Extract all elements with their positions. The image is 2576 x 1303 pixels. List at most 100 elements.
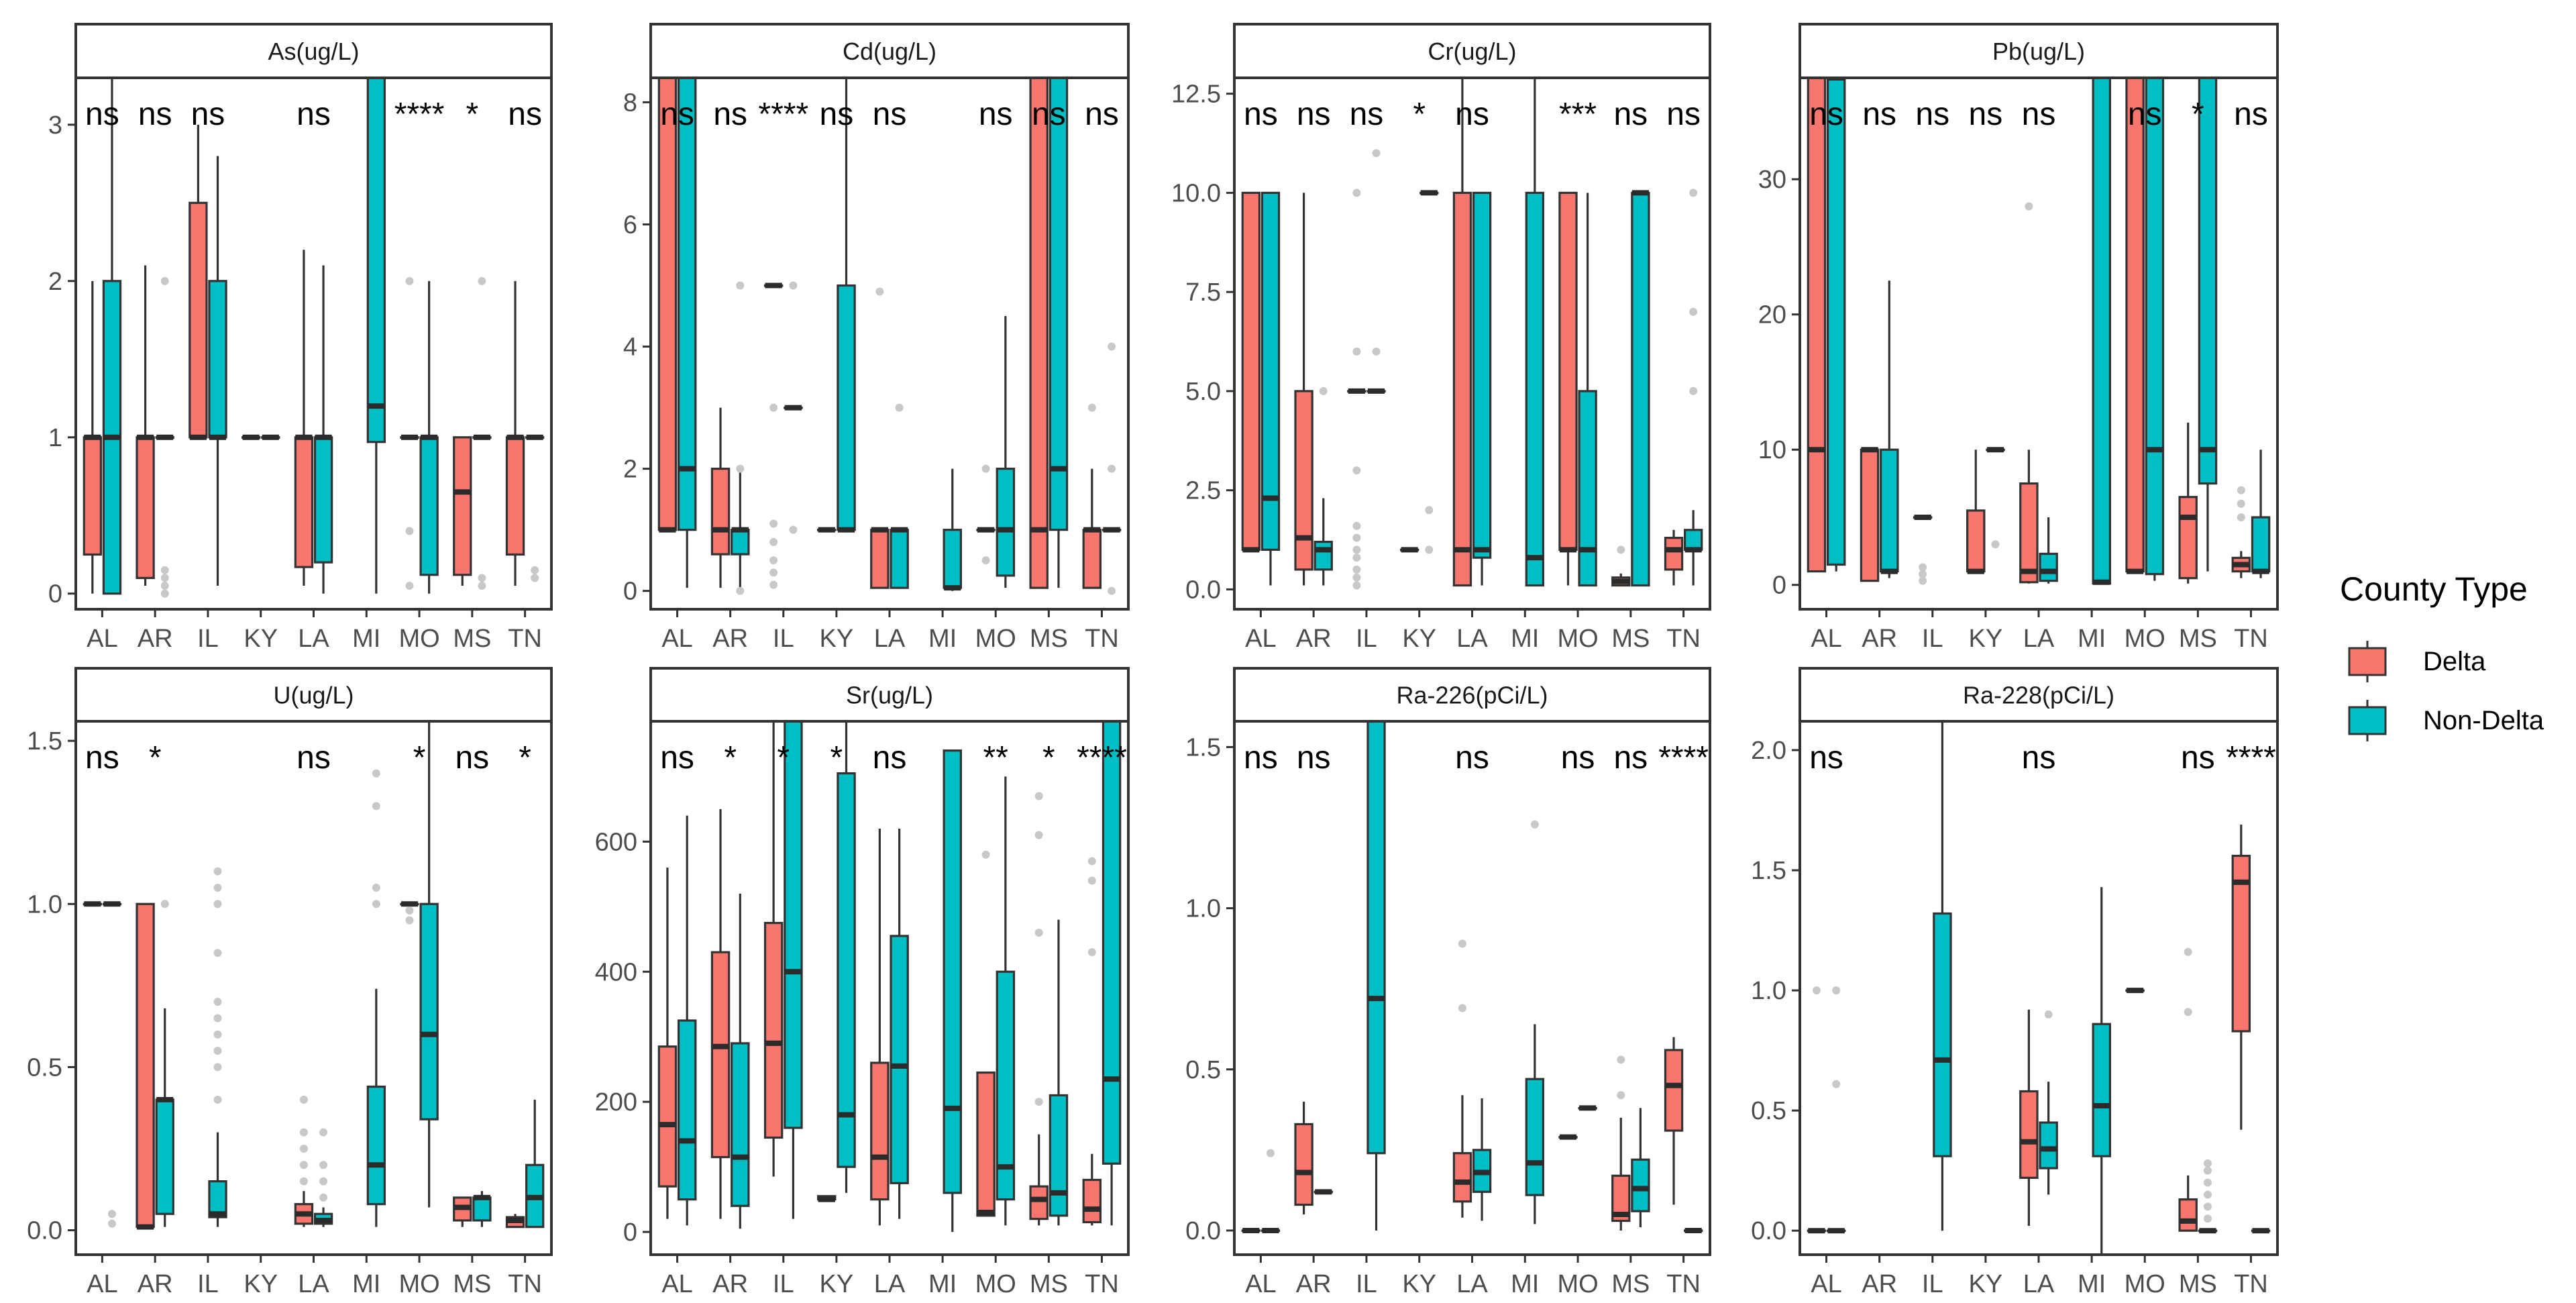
box-il-delta-outlier [769, 537, 778, 546]
box-tn-delta-outlier [2237, 513, 2245, 521]
panel-cr-ug-l: Cr(ug/L) 0.0 2.5 5.0 7.5 10.0 12.5 AL AR IL KY LA MI… [1171, 23, 1711, 653]
y-tick-label: 1.0 [1751, 977, 1786, 1005]
box-tn-non-delta [1102, 721, 1122, 1165]
box-tn-delta [2231, 854, 2251, 1033]
y-tick-label: 0.0 [27, 1217, 62, 1245]
box-mi-non-delta-outlier [1530, 820, 1539, 829]
box-il-non-delta [1933, 912, 1952, 1157]
x-tick-label-mi: MI [352, 625, 380, 653]
x-tick-label-la: LA [1456, 625, 1488, 653]
box-ar-non-delta-outlier [736, 586, 745, 595]
box-ms-non-delta [472, 1196, 492, 1222]
box-il-non-delta-outlier [213, 998, 222, 1006]
y-tick-label: 600 [595, 828, 637, 856]
strip-title: As(ug/L) [268, 38, 359, 65]
legend: County Type Delta Non-Delta [2340, 570, 2544, 743]
boxes-cd-ug-l [657, 78, 1122, 595]
box-la-delta [1452, 191, 1472, 587]
box-ms-delta [2178, 1198, 2198, 1232]
box-mo-delta-outlier [981, 556, 990, 565]
strip-title: Ra-228(pCi/L) [1963, 682, 2114, 709]
box-ar-non-delta-outlier [1319, 386, 1328, 395]
box-il-non-delta-outlier [789, 281, 798, 290]
box-la-non-delta-outlier [319, 1177, 328, 1186]
box-ms-non-delta [1631, 1158, 1650, 1212]
box-la-delta [870, 529, 890, 589]
box-ms-non-delta-outlier [478, 574, 486, 582]
x-tick-label-mi: MI [928, 625, 957, 653]
x-tick-label-ms: MS [1611, 625, 1650, 653]
significance-label-la: ns [2022, 97, 2056, 132]
box-il-delta-outlier [769, 568, 778, 577]
y-tick-label: 0 [623, 578, 637, 606]
panel-border-as-ug-l [74, 76, 553, 611]
x-tick-label-mo: MO [398, 1270, 439, 1298]
significance-label-ky: * [830, 740, 843, 776]
box-mo-delta-outlier [405, 527, 414, 535]
panel-ra-228-pci-l: Ra-228(pCi/L) 0.0 0.5 1.0 1.5 2.0 AL AR IL KY LA MI… [1751, 667, 2279, 1298]
strip-title: Pb(ug/L) [1992, 38, 2085, 65]
x-tick-label-ky: KY [1969, 625, 2003, 653]
x-tick-label-ms: MS [1030, 1270, 1068, 1298]
x-tick-label-mi: MI [1511, 1270, 1539, 1298]
box-il-non-delta-outlier [213, 867, 222, 876]
x-tick-label-tn: TN [508, 1270, 542, 1298]
significance-label-tn: ns [1666, 97, 1701, 132]
x-tick-label-la: LA [874, 625, 906, 653]
x-tick-label-il: IL [773, 1270, 794, 1298]
box-tn-non-delta [1684, 529, 1703, 551]
x-tick-label-ar: AR [138, 625, 173, 653]
significance-label-al: ns [85, 740, 119, 776]
y-tick-label: 1.0 [1185, 895, 1221, 923]
significance-label-ar: ns [1297, 740, 1331, 776]
box-il-delta [189, 201, 208, 439]
x-tick-label-ky: KY [820, 625, 854, 653]
x-tick-label-ar: AR [1862, 625, 1897, 653]
x-tick-label-mi: MI [352, 1270, 380, 1298]
box-tn-delta-outlier [1087, 876, 1096, 885]
box-il-delta [763, 921, 784, 1139]
box-tn-non-delta-outlier [1108, 464, 1116, 473]
significance-label-la: ns [297, 97, 331, 132]
y-tick-label: 2 [623, 456, 637, 484]
y-tick-label: 1 [48, 424, 62, 452]
x-tick-label-al: AL [1245, 1270, 1276, 1298]
box-tn-delta-outlier [2237, 486, 2245, 494]
x-tick-label-tn: TN [1666, 625, 1701, 653]
x-tick-label-ms: MS [2179, 1270, 2217, 1298]
x-tick-label-ms: MS [453, 1270, 491, 1298]
box-tn-non-delta-outlier [1689, 307, 1698, 316]
box-il-non-delta-outlier [213, 883, 222, 892]
box-ms-delta [1029, 78, 1049, 589]
box-ms-non-delta [1049, 78, 1069, 531]
x-tick-label-mo: MO [398, 625, 439, 653]
y-tick-label: 8 [623, 89, 637, 117]
box-la-delta-outlier [299, 1128, 308, 1137]
significance-label-tn: * [519, 740, 531, 776]
significance-label-ms: ns [1613, 97, 1648, 132]
y-tick-label: 2 [48, 268, 62, 296]
box-la-delta-outlier [1458, 1004, 1466, 1012]
box-la-delta-outlier [875, 287, 884, 296]
y-tick-label: 0.0 [1751, 1217, 1786, 1245]
significance-label-ky: * [1413, 97, 1426, 132]
box-tn-delta-outlier [1087, 948, 1096, 957]
y-tick-label: 10 [1758, 436, 1786, 464]
box-ms-delta-outlier [1617, 1055, 1625, 1064]
significance-label-il: ns [1915, 97, 1949, 132]
significance-label-la: ns [1455, 97, 1489, 132]
box-ar-non-delta-outlier [160, 900, 169, 908]
x-tick-label-al: AL [1245, 625, 1276, 653]
box-ms-delta-outlier [1034, 831, 1043, 839]
box-al-delta [1807, 78, 1827, 573]
box-ms-non-delta-outlier [2203, 1190, 2212, 1199]
significance-label-mo: **** [394, 97, 445, 132]
legend-key-delta [2348, 647, 2387, 676]
box-la-delta-outlier [2025, 202, 2033, 211]
strip-title: U(ug/L) [273, 682, 354, 709]
box-il-non-delta-outlier [213, 1030, 222, 1039]
box-la-delta-outlier [299, 1177, 308, 1186]
